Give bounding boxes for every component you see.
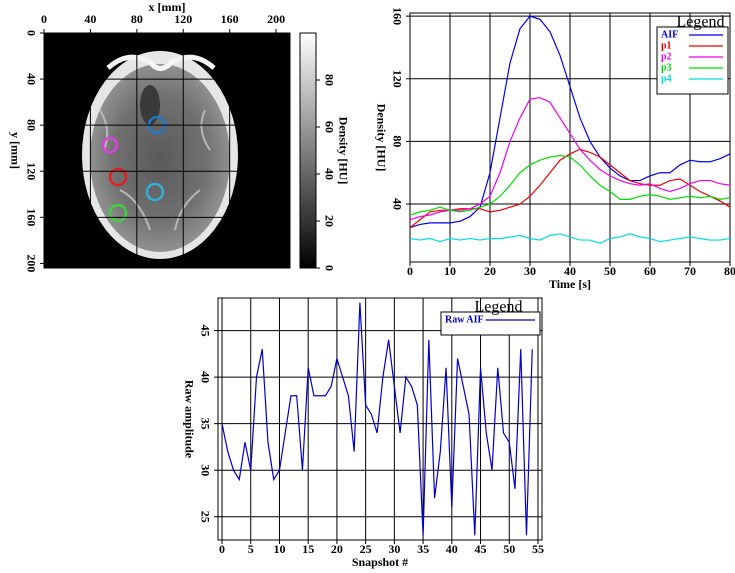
y-tick-label: 200 [24,254,38,272]
colorbar [299,32,317,269]
x-tick-label: 25 [360,542,372,556]
series-line [409,96,731,221]
plot-frame [43,32,291,269]
x-axis-label: Time [s] [549,277,591,291]
y-axis-label: Density [HU] [374,104,388,172]
x-tick-label: 30 [524,264,536,278]
x-tick-label: 40 [564,264,576,278]
colorbar-tick-label: 0 [322,265,336,271]
x-tick-label: 120 [174,12,192,26]
x-tick-label: 20 [484,264,496,278]
y-tick-label: 40 [24,73,38,85]
x-tick-label: 0 [219,542,225,556]
colorbar-tick-label: 20 [322,215,336,227]
x-tick-label: 15 [302,542,314,556]
y-tick-label: 45 [198,325,212,337]
x-tick-label: 80 [724,264,735,278]
y-axis-label: y [mm] [8,132,22,169]
y-tick-label: 80 [24,119,38,131]
legend-box [656,26,729,95]
texture [99,109,211,231]
roi-p1 [108,167,128,187]
x-tick-label: 10 [444,264,456,278]
legend-box [440,311,541,336]
brainstem [140,85,160,125]
x-tick-label: 50 [604,264,616,278]
x-tick-label: 35 [417,542,429,556]
x-tick-label: 80 [131,12,143,26]
y-tick-label: 35 [198,418,212,430]
colorbar-tick-label: 80 [322,74,336,86]
x-tick-label: 10 [273,542,285,556]
series-line [409,15,731,229]
y-tick-label: 120 [24,162,38,180]
y-tick-label: 160 [390,7,404,25]
series-line [221,302,533,536]
y-tick-label: 30 [198,464,212,476]
legend-label: p3 [661,62,672,73]
x-tick-label: 55 [532,542,544,556]
x-tick-label: 50 [503,542,515,556]
legend-label: Raw AIF [445,314,484,325]
y-tick-label: 40 [390,198,404,210]
x-axis-label: x [mm] [149,0,186,14]
series-line [409,148,731,229]
series-line [409,233,731,244]
x-tick-label: 40 [446,542,458,556]
x-tick-label: 60 [644,264,656,278]
x-axis-label: Snapshot # [352,555,408,569]
brain [90,64,230,252]
legend-label: p2 [661,51,672,62]
roi-p4 [145,182,165,202]
series-line [409,154,731,216]
legend-label: p1 [661,40,672,51]
y-tick-label: 80 [390,135,404,147]
x-tick-label: 30 [388,542,400,556]
y-tick-label: 25 [198,511,212,523]
y-tick-label: 40 [198,371,212,383]
y-tick-label: 0 [24,30,38,36]
plot-frame [217,297,543,541]
x-tick-label: 45 [475,542,487,556]
y-axis-label: Raw amplitude [182,380,196,459]
roi-p3 [108,203,128,223]
legend-title: Legend [475,299,523,316]
x-tick-label: 40 [84,12,96,26]
plot-frame [409,12,731,263]
y-tick-label: 120 [390,70,404,88]
colorbar-label: Density [HU] [336,117,350,185]
x-tick-label: 20 [331,542,343,556]
x-tick-label: 0 [41,12,47,26]
legend-title: Legend [677,14,725,31]
legend-label: AIF [661,29,678,40]
ct-image [44,33,290,268]
colorbar-tick-label: 40 [322,168,336,180]
orbits [106,54,216,71]
x-tick-label: 70 [684,264,696,278]
x-tick-label: 160 [221,12,239,26]
legend-label: p4 [661,73,672,84]
colorbar-tick-label: 60 [322,121,336,133]
x-tick-label: 0 [407,264,413,278]
x-tick-label: 5 [248,542,254,556]
y-tick-label: 160 [24,208,38,226]
roi-p2 [101,136,119,154]
x-tick-label: 200 [267,12,285,26]
